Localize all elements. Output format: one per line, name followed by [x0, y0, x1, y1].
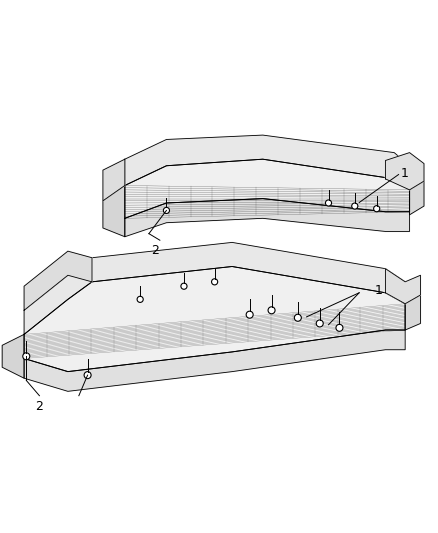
Circle shape	[181, 283, 187, 289]
Circle shape	[316, 320, 323, 327]
Polygon shape	[385, 269, 420, 304]
Circle shape	[84, 372, 91, 378]
Text: 1: 1	[401, 167, 409, 180]
Polygon shape	[410, 181, 424, 215]
Polygon shape	[103, 185, 125, 237]
Polygon shape	[125, 199, 410, 237]
Polygon shape	[125, 135, 410, 190]
Circle shape	[163, 207, 170, 214]
Circle shape	[336, 324, 343, 332]
Polygon shape	[125, 159, 410, 219]
Text: 2: 2	[35, 400, 43, 413]
Circle shape	[374, 206, 380, 212]
Polygon shape	[103, 159, 125, 201]
Text: 2: 2	[152, 244, 159, 257]
Circle shape	[325, 200, 332, 206]
Circle shape	[137, 296, 143, 302]
Circle shape	[294, 314, 301, 321]
Circle shape	[246, 311, 253, 318]
Polygon shape	[405, 295, 420, 330]
Polygon shape	[24, 243, 405, 334]
Circle shape	[23, 353, 30, 360]
Text: 1: 1	[374, 284, 382, 297]
Polygon shape	[385, 152, 424, 190]
Polygon shape	[24, 266, 405, 372]
Polygon shape	[2, 334, 24, 378]
Circle shape	[352, 203, 358, 209]
Polygon shape	[24, 330, 405, 391]
Circle shape	[212, 279, 218, 285]
Circle shape	[268, 307, 275, 314]
Polygon shape	[24, 251, 92, 310]
